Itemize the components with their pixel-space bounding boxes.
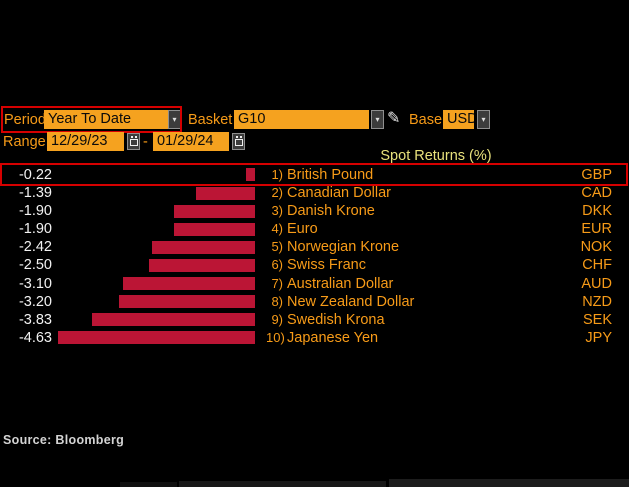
row-number: 10) <box>266 329 285 345</box>
row-number: 2) <box>271 185 283 200</box>
bar <box>119 295 255 309</box>
row-number: 5) <box>271 239 283 255</box>
row-number: 9) <box>271 311 283 327</box>
basket-label: Basket <box>188 112 233 128</box>
table-row: -4.63 10) Japanese Yen JPY <box>0 329 629 347</box>
currency-code: NOK <box>580 239 612 256</box>
currency-label[interactable]: 2) Canadian Dollar <box>266 184 391 202</box>
bar <box>174 222 255 236</box>
currency-label[interactable]: 9) Swedish Krona <box>266 311 385 329</box>
range-label: Range <box>3 134 46 150</box>
currency-label[interactable]: 8) New Zealand Dollar <box>266 293 414 311</box>
row-number: 1) <box>271 166 283 182</box>
currency-name: Australian Dollar <box>287 275 394 292</box>
currency-name: New Zealand Dollar <box>287 293 415 310</box>
table-row: -3.83 9) Swedish Krona SEK <box>0 311 629 329</box>
calendar-icon[interactable] <box>127 133 140 150</box>
row-number: 6) <box>271 257 283 273</box>
calendar-icon[interactable] <box>232 133 245 150</box>
currency-name: British Pound <box>287 166 374 183</box>
bar <box>148 258 255 272</box>
currency-name: Danish Krone <box>287 203 375 220</box>
range-separator: - <box>143 134 148 150</box>
base-select[interactable]: USD <box>443 110 474 129</box>
table-row: -3.20 8) New Zealand Dollar NZD <box>0 293 629 311</box>
bar <box>152 240 255 254</box>
currency-code: JPY <box>585 329 612 346</box>
currency-label[interactable]: 3) Danish Krone <box>266 202 375 220</box>
return-value: -4.63 <box>18 329 52 346</box>
edit-pencil-icon[interactable]: ✎ <box>387 110 401 127</box>
currency-code: DKK <box>582 203 612 220</box>
range-end-input[interactable]: 01/29/24 <box>153 132 229 151</box>
currency-label[interactable]: 6) Swiss Franc <box>266 256 366 274</box>
basket-dropdown-button[interactable]: ▾ <box>371 110 384 129</box>
table-row: -1.90 4) Euro EUR <box>0 220 629 238</box>
row-number: 7) <box>271 275 283 291</box>
bottom-edge-strip <box>389 479 629 487</box>
currency-name: Norwegian Krone <box>287 239 400 256</box>
table-row: -3.10 7) Australian Dollar AUD <box>0 275 629 293</box>
table-row: -0.22 1) British Pound GBP <box>0 166 629 184</box>
row-number: 8) <box>271 293 283 309</box>
base-dropdown-button[interactable]: ▾ <box>477 110 490 129</box>
return-value: -1.90 <box>18 203 52 220</box>
chart-title: Spot Returns (%) <box>380 148 492 164</box>
currency-label[interactable]: 1) British Pound <box>266 166 373 184</box>
bar <box>245 168 255 182</box>
basket-select[interactable]: G10 <box>234 110 369 129</box>
source-credit: Source: Bloomberg <box>3 433 125 447</box>
return-value: -3.20 <box>18 293 52 310</box>
currency-code: SEK <box>582 311 612 328</box>
currency-label[interactable]: 5) Norwegian Krone <box>266 238 399 256</box>
annotation-box-british-pound-row <box>0 163 628 186</box>
currency-name: Swedish Krona <box>287 311 385 328</box>
return-value: -0.22 <box>18 166 52 183</box>
return-value: -3.83 <box>18 311 52 328</box>
period-select[interactable]: Year To Date <box>44 110 168 129</box>
chevron-down-icon: ▾ <box>481 115 486 124</box>
return-value: -2.50 <box>18 257 52 274</box>
return-value: -1.39 <box>18 185 52 201</box>
currency-name: Canadian Dollar <box>287 185 391 201</box>
currency-code: CAD <box>581 185 612 201</box>
currency-code: NZD <box>582 293 612 310</box>
table-row: -2.50 6) Swiss Franc CHF <box>0 256 629 274</box>
return-value: -3.10 <box>18 275 52 292</box>
currency-label[interactable]: 4) Euro <box>266 220 318 238</box>
bar <box>58 331 255 345</box>
currency-code: CHF <box>582 257 612 274</box>
bottom-edge-strip <box>120 482 177 487</box>
currency-label[interactable]: 10) Japanese Yen <box>266 329 378 347</box>
table-row: -1.90 3) Danish Krone DKK <box>0 202 629 220</box>
bar <box>123 277 255 290</box>
return-value: -2.42 <box>18 239 52 256</box>
bar <box>92 313 255 327</box>
row-number: 3) <box>271 203 283 219</box>
chevron-down-icon: ▾ <box>375 115 380 124</box>
return-value: -1.90 <box>18 221 52 238</box>
table-row: -2.42 5) Norwegian Krone NOK <box>0 238 629 256</box>
currency-name: Japanese Yen <box>287 329 379 346</box>
currency-name: Euro <box>287 221 318 238</box>
table-row: -1.39 2) Canadian Dollar CAD <box>0 184 629 202</box>
range-start-input[interactable]: 12/29/23 <box>47 132 124 151</box>
bar <box>174 204 255 218</box>
currency-label[interactable]: 7) Australian Dollar <box>266 275 393 293</box>
currency-name: Swiss Franc <box>287 257 366 274</box>
currency-code: AUD <box>581 275 612 292</box>
bar <box>195 186 255 200</box>
period-label: Period <box>4 112 46 128</box>
row-number: 4) <box>271 221 283 237</box>
currency-code: GBP <box>581 166 612 183</box>
base-label: Base <box>409 112 443 128</box>
currency-code: EUR <box>581 221 612 238</box>
chevron-down-icon: ▾ <box>172 115 177 124</box>
bottom-edge-strip <box>179 481 386 487</box>
